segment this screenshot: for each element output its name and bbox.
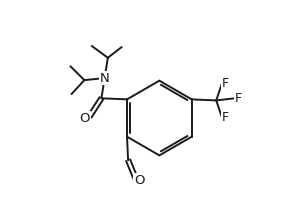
- Text: O: O: [80, 112, 90, 125]
- Text: F: F: [222, 111, 229, 124]
- Text: N: N: [100, 72, 109, 85]
- Text: F: F: [222, 77, 229, 90]
- Text: F: F: [235, 92, 242, 105]
- Text: O: O: [134, 174, 145, 187]
